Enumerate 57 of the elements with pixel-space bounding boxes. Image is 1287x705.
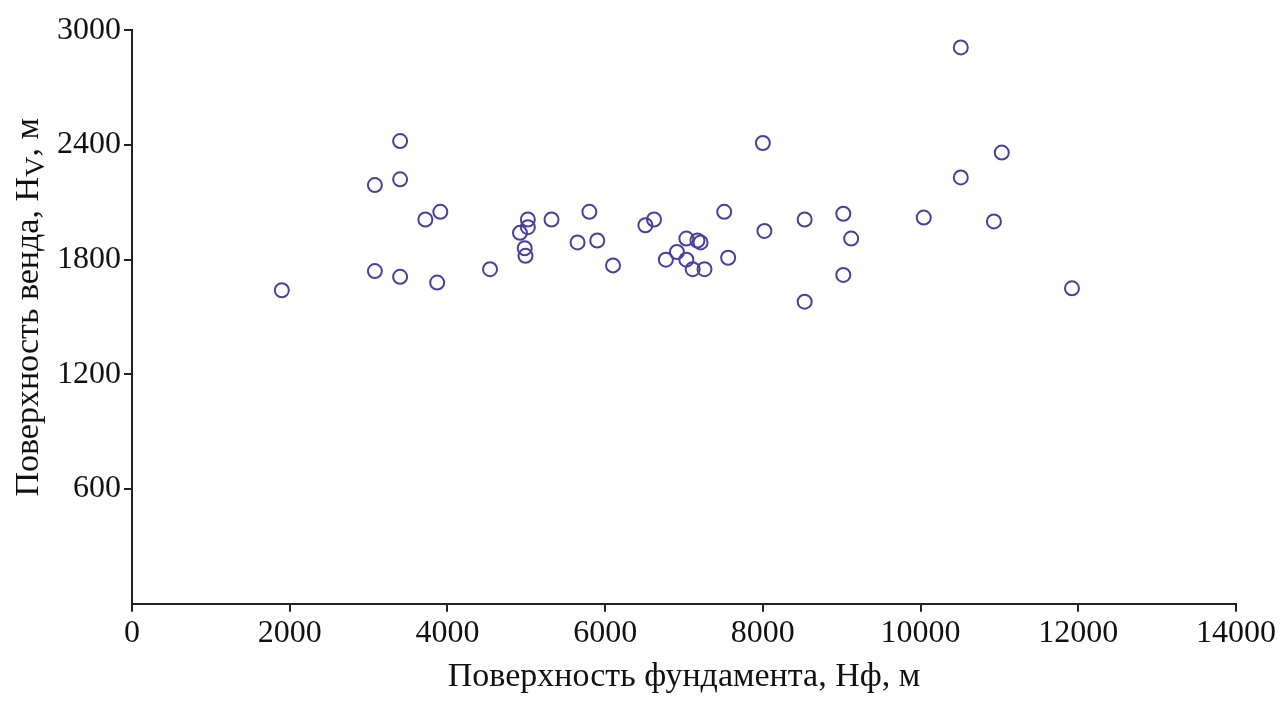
point bbox=[392, 171, 409, 188]
y-tick-label: 600 bbox=[73, 468, 121, 505]
y-tick-label: 2400 bbox=[57, 124, 121, 161]
point bbox=[720, 249, 737, 266]
point bbox=[678, 251, 695, 268]
point bbox=[796, 211, 813, 228]
x-tick-label: 10000 bbox=[880, 613, 961, 650]
point bbox=[835, 266, 852, 283]
point bbox=[985, 213, 1002, 230]
x-tick-label: 12000 bbox=[1038, 613, 1119, 650]
point bbox=[756, 222, 773, 239]
point bbox=[519, 211, 536, 228]
point bbox=[417, 211, 434, 228]
point bbox=[366, 263, 383, 280]
point bbox=[696, 261, 713, 278]
point bbox=[843, 230, 860, 247]
point bbox=[517, 247, 534, 264]
point bbox=[993, 144, 1010, 161]
point bbox=[796, 293, 813, 310]
point bbox=[684, 261, 701, 278]
point bbox=[952, 39, 969, 56]
point bbox=[637, 217, 654, 234]
point bbox=[432, 203, 449, 220]
x-tick-label: 8000 bbox=[730, 613, 795, 650]
x-tick-label: 6000 bbox=[573, 613, 638, 650]
point bbox=[366, 177, 383, 194]
x-axis-title: Поверхность фундамента, Hф, м bbox=[447, 655, 921, 693]
y-tick-label: 3000 bbox=[57, 9, 121, 46]
point bbox=[915, 209, 932, 226]
point bbox=[678, 230, 695, 247]
point bbox=[569, 234, 586, 251]
point bbox=[657, 251, 674, 268]
point bbox=[1063, 280, 1080, 297]
point bbox=[952, 169, 969, 186]
point bbox=[482, 261, 499, 278]
point bbox=[543, 211, 560, 228]
point bbox=[605, 257, 622, 274]
point bbox=[273, 282, 290, 299]
point bbox=[668, 243, 685, 260]
point bbox=[716, 203, 733, 220]
point bbox=[581, 203, 598, 220]
x-tick-label: 4000 bbox=[415, 613, 480, 650]
point bbox=[589, 232, 606, 249]
point bbox=[429, 274, 446, 291]
point bbox=[754, 135, 771, 152]
point bbox=[835, 205, 852, 222]
point bbox=[519, 219, 536, 236]
x-tick-label: 14000 bbox=[1196, 613, 1276, 650]
point bbox=[511, 224, 528, 241]
x-tick-label: 2000 bbox=[257, 613, 322, 650]
x-tick-label: 0 bbox=[124, 613, 140, 650]
y-tick-label: 1800 bbox=[57, 239, 121, 276]
point bbox=[392, 133, 409, 150]
y-tick-label: 1200 bbox=[57, 353, 121, 390]
point bbox=[392, 268, 409, 285]
point bbox=[646, 211, 663, 228]
point bbox=[516, 240, 533, 257]
